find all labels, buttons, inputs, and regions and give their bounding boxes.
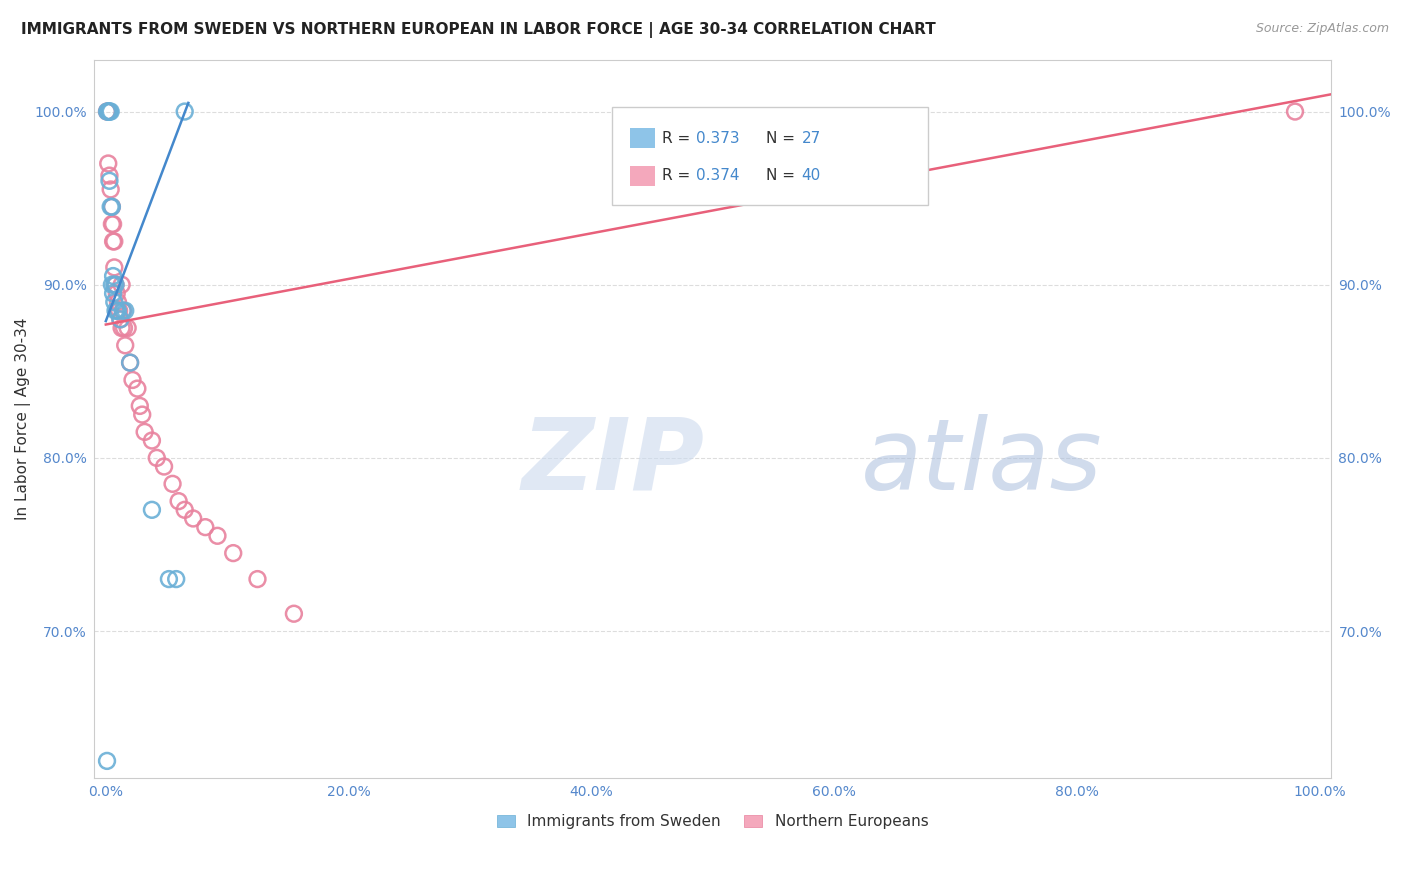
Point	[100, 182, 122, 196]
Point	[103, 277, 125, 292]
Point	[112, 321, 135, 335]
Point	[1284, 104, 1306, 119]
Point	[246, 572, 269, 586]
Point	[162, 476, 184, 491]
Text: R =: R =	[662, 131, 696, 145]
Y-axis label: In Labor Force | Age 30-34: In Labor Force | Age 30-34	[15, 318, 31, 520]
Text: N =: N =	[766, 131, 800, 145]
Point	[101, 200, 124, 214]
Text: 27: 27	[801, 131, 821, 145]
Point	[97, 156, 120, 170]
Point	[173, 503, 195, 517]
Point	[131, 408, 153, 422]
Point	[114, 303, 136, 318]
Text: atlas: atlas	[860, 414, 1102, 510]
Point	[108, 303, 131, 318]
Point	[207, 529, 229, 543]
Point	[222, 546, 245, 560]
Point	[181, 511, 204, 525]
Point	[120, 356, 142, 370]
Text: 0.374: 0.374	[696, 169, 740, 183]
Point	[100, 200, 122, 214]
Point	[111, 303, 134, 318]
Point	[114, 338, 136, 352]
Point	[98, 104, 121, 119]
Point	[110, 277, 132, 292]
Point	[105, 303, 128, 318]
Point	[153, 459, 176, 474]
Text: ZIP: ZIP	[522, 414, 704, 510]
Point	[111, 303, 134, 318]
Point	[101, 277, 124, 292]
Point	[283, 607, 305, 621]
Point	[117, 321, 139, 335]
Point	[96, 754, 118, 768]
Point	[110, 312, 132, 326]
Text: IMMIGRANTS FROM SWEDEN VS NORTHERN EUROPEAN IN LABOR FORCE | AGE 30-34 CORRELATI: IMMIGRANTS FROM SWEDEN VS NORTHERN EUROP…	[21, 22, 936, 38]
Point	[146, 450, 169, 465]
Point	[105, 286, 128, 301]
Point	[96, 104, 118, 119]
Point	[128, 399, 150, 413]
Point	[134, 425, 156, 439]
Point	[101, 217, 124, 231]
Point	[104, 277, 127, 292]
Point	[165, 572, 187, 586]
Text: N =: N =	[766, 169, 800, 183]
Point	[127, 382, 149, 396]
Point	[98, 104, 121, 119]
Point	[173, 104, 195, 119]
Point	[97, 104, 120, 119]
Point	[167, 494, 190, 508]
Point	[103, 260, 125, 275]
Point	[141, 434, 163, 448]
Point	[121, 373, 143, 387]
Text: 0.373: 0.373	[696, 131, 740, 145]
Point	[101, 268, 124, 283]
Point	[97, 104, 120, 119]
Point	[110, 321, 132, 335]
Point	[101, 235, 124, 249]
Text: R =: R =	[662, 169, 696, 183]
Point	[104, 303, 127, 318]
Text: 40: 40	[801, 169, 821, 183]
Point	[101, 200, 124, 214]
Point	[98, 174, 121, 188]
Point	[120, 356, 142, 370]
Point	[141, 503, 163, 517]
Point	[107, 303, 129, 318]
Point	[98, 169, 121, 183]
Legend: Immigrants from Sweden, Northern Europeans: Immigrants from Sweden, Northern Europea…	[491, 808, 935, 835]
Point	[100, 104, 122, 119]
Point	[103, 235, 125, 249]
Point	[96, 104, 118, 119]
Text: Source: ZipAtlas.com: Source: ZipAtlas.com	[1256, 22, 1389, 36]
Point	[157, 572, 180, 586]
Point	[107, 295, 129, 310]
Point	[101, 286, 124, 301]
Point	[194, 520, 217, 534]
Point	[101, 217, 124, 231]
Point	[104, 277, 127, 292]
Point	[103, 295, 125, 310]
Point	[110, 312, 132, 326]
